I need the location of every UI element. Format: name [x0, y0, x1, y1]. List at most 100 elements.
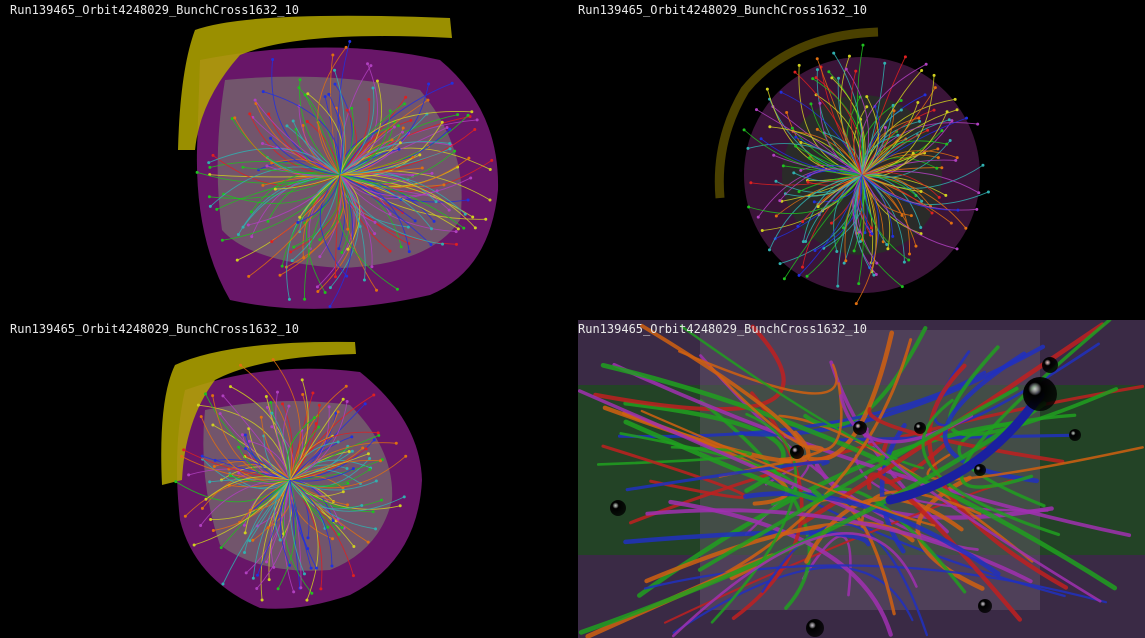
hit [310, 591, 314, 595]
hit [242, 523, 246, 527]
track [273, 479, 291, 541]
hit [291, 119, 295, 123]
hit [345, 400, 349, 404]
track [593, 324, 786, 412]
track [855, 174, 863, 242]
hit [241, 165, 245, 169]
hit [432, 219, 436, 223]
hit [174, 480, 178, 484]
hit [402, 495, 406, 499]
hit [199, 524, 203, 528]
hit [230, 117, 234, 121]
track [289, 479, 333, 566]
hit [407, 250, 411, 254]
hit [932, 73, 936, 77]
track [861, 171, 940, 198]
hit [368, 468, 372, 472]
hit [331, 537, 335, 541]
hit [204, 392, 208, 396]
hit [920, 68, 924, 72]
hit [260, 598, 264, 602]
hit [940, 166, 944, 170]
hit [340, 526, 344, 530]
track [601, 444, 746, 499]
hit [211, 528, 215, 532]
hit [778, 199, 782, 203]
track [277, 479, 297, 589]
track [339, 174, 349, 230]
hit [916, 100, 920, 104]
hit [782, 277, 786, 281]
track [222, 174, 341, 241]
track [289, 453, 369, 481]
track [289, 479, 317, 569]
hit [815, 127, 819, 131]
hit [914, 422, 926, 434]
track [861, 110, 895, 176]
hit [490, 158, 494, 162]
hit [208, 165, 212, 169]
hit [907, 258, 911, 262]
track [239, 479, 291, 523]
hit [260, 141, 264, 145]
hit [292, 590, 296, 594]
hit [955, 108, 959, 112]
track [297, 174, 341, 223]
view-label: Run139465_Orbit4248029_BunchCross1632_10 [578, 322, 867, 336]
hit [366, 62, 370, 66]
hit [296, 221, 300, 225]
track [281, 174, 341, 267]
track [289, 479, 376, 530]
hit [266, 219, 270, 223]
hit [346, 481, 350, 485]
hit [255, 573, 259, 577]
hit [836, 76, 840, 80]
hit [273, 187, 277, 191]
hit [484, 217, 488, 221]
hit [317, 425, 321, 429]
track [339, 174, 435, 222]
hit [853, 421, 867, 435]
hit [914, 244, 918, 248]
track [794, 71, 863, 176]
track [289, 431, 379, 481]
track [861, 174, 880, 268]
track [861, 159, 956, 176]
hit [445, 126, 449, 130]
hit [442, 183, 446, 187]
hit [1069, 429, 1081, 441]
hit [865, 105, 869, 109]
track [202, 458, 291, 489]
hit [346, 247, 350, 251]
track [743, 491, 1001, 577]
track [339, 148, 451, 176]
hit [847, 54, 851, 58]
hit [936, 156, 940, 160]
hit [368, 457, 372, 461]
hit [794, 144, 798, 148]
hit [340, 250, 344, 254]
hit [945, 110, 949, 114]
hit [473, 127, 477, 131]
hit [399, 245, 403, 249]
hit [426, 98, 430, 102]
hit [337, 247, 341, 251]
track [286, 174, 341, 300]
hit [281, 402, 285, 406]
hit [774, 214, 778, 218]
track [289, 468, 354, 482]
track [337, 41, 351, 176]
hit [244, 447, 248, 451]
hit [318, 238, 322, 242]
hit [398, 504, 402, 508]
hit [908, 252, 912, 256]
track [257, 479, 291, 576]
hit [372, 393, 376, 397]
hit [844, 67, 848, 71]
hit [326, 525, 330, 529]
hit [891, 234, 895, 238]
track [263, 91, 341, 176]
hit [183, 514, 187, 518]
hit [944, 193, 948, 197]
track [339, 150, 455, 184]
